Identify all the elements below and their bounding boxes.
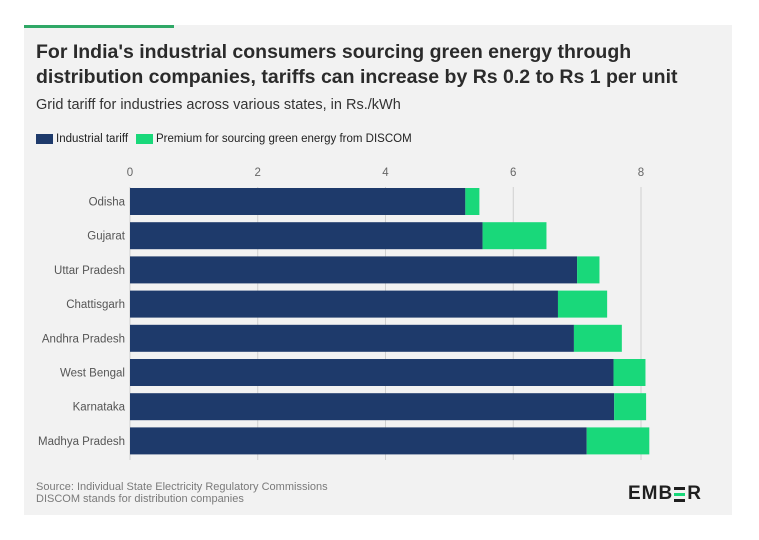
bar-premium-madhya-pradesh — [586, 427, 650, 455]
ember-logo: EMB R — [628, 483, 702, 505]
legend-swatch-premium — [136, 134, 154, 144]
category-label: Madhya Pradesh — [38, 436, 125, 448]
bar-premium-andhra-pradesh — [573, 324, 622, 352]
bar-premium-odisha — [465, 188, 480, 215]
x-tick-label: 0 — [127, 167, 133, 179]
bar-industrial-gujarat — [130, 222, 483, 250]
category-label: Karnataka — [73, 402, 126, 414]
logo-text-end: R — [687, 483, 702, 504]
bar-industrial-west-bengal — [130, 359, 614, 386]
category-label: Gujarat — [87, 231, 126, 243]
accent-bar — [24, 25, 174, 28]
legend-item-premium: Premium for sourcing green energy from D… — [136, 133, 412, 145]
bar-industrial-uttar-pradesh — [130, 256, 578, 284]
logo-e-glyph — [674, 486, 686, 502]
source-note: Source: Individual State Electricity Reg… — [36, 481, 328, 505]
category-label: Odisha — [89, 197, 126, 209]
x-tick-label: 4 — [382, 167, 389, 179]
source-line: Source: Individual State Electricity Reg… — [36, 481, 328, 493]
bar-industrial-odisha — [130, 188, 466, 215]
x-tick-label: 8 — [638, 167, 644, 179]
logo-text-start: EMB — [628, 483, 674, 504]
chart-subtitle: Grid tariff for industries across variou… — [36, 97, 401, 113]
bar-premium-karnataka — [614, 393, 647, 421]
footnote-line: DISCOM stands for distribution companies — [36, 493, 244, 505]
bar-premium-chattisgarh — [557, 290, 608, 318]
category-label: Chattisgarh — [66, 299, 125, 311]
x-tick-label: 6 — [510, 167, 516, 179]
bar-industrial-madhya-pradesh — [130, 427, 587, 455]
category-label: West Bengal — [60, 368, 125, 380]
category-label: Uttar Pradesh — [54, 265, 125, 277]
bar-premium-uttar-pradesh — [577, 256, 600, 284]
legend: Industrial tariff Premium for sourcing g… — [36, 133, 420, 145]
chart-title: For India's industrial consumers sourcin… — [36, 41, 678, 88]
bar-industrial-karnataka — [130, 393, 615, 421]
bar-industrial-chattisgarh — [130, 290, 558, 318]
legend-label-premium: Premium for sourcing green energy from D… — [156, 133, 412, 145]
legend-swatch-industrial — [36, 134, 53, 144]
bar-industrial-andhra-pradesh — [130, 324, 574, 352]
bar-premium-gujarat — [482, 222, 547, 250]
category-label: Andhra Pradesh — [42, 333, 125, 345]
bar-premium-west-bengal — [613, 359, 646, 386]
legend-label-industrial: Industrial tariff — [56, 133, 129, 145]
x-tick-label: 2 — [255, 167, 261, 179]
legend-item-industrial: Industrial tariff — [36, 133, 128, 145]
